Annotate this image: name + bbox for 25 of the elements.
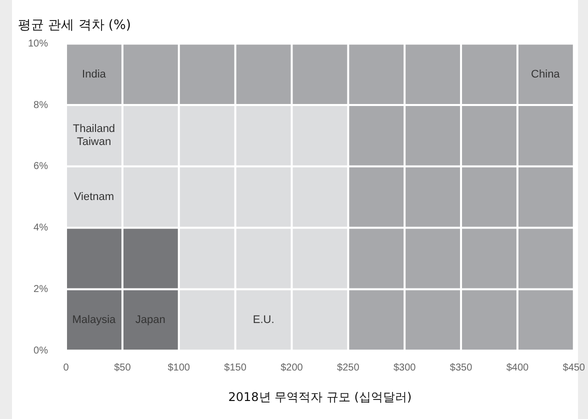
x-tick-label: $50: [114, 362, 132, 374]
x-tick-label: $200: [280, 362, 304, 374]
annotation: Thailand Taiwan: [72, 123, 116, 148]
x-tick-label: $100: [168, 362, 190, 374]
y-tick-label: 4%: [34, 222, 48, 234]
y-tick-label: 8%: [34, 100, 48, 111]
annotation: E.U.: [252, 314, 274, 326]
annotation: Japan: [135, 314, 166, 326]
y-tick-label: 2%: [34, 284, 48, 295]
x-tick-label: $150: [224, 362, 247, 374]
y-axis-title: 평균 관세 격차 (%): [18, 18, 131, 34]
annotation: Vietnam: [74, 191, 114, 204]
x-tick-label: 0: [63, 362, 70, 374]
x-tick-label: $350: [450, 362, 473, 374]
annotation: China: [531, 68, 561, 80]
x-tick-label: $300: [393, 362, 416, 374]
x-tick-label: $400: [506, 362, 530, 374]
annotation: India: [82, 68, 107, 80]
x-tick-label: $250: [337, 362, 360, 374]
x-tick-label: $450: [562, 362, 586, 374]
x-axis-title: 2018년 무역적자 규모 (십억달러): [228, 390, 412, 404]
y-tick-label: 0%: [34, 345, 48, 356]
y-tick-label: 6%: [34, 161, 48, 172]
y-tick-label: 10%: [28, 38, 48, 50]
annotation: Malaysia: [72, 314, 117, 326]
